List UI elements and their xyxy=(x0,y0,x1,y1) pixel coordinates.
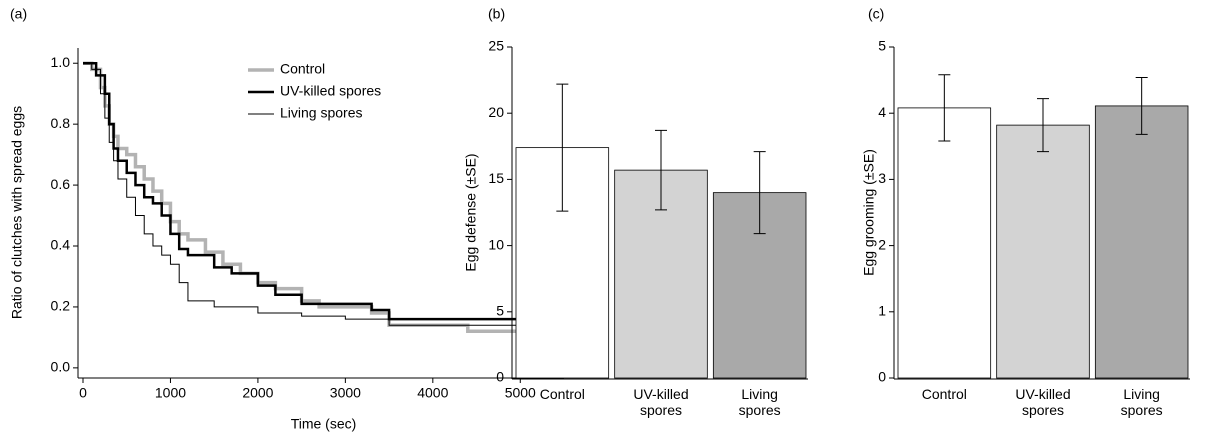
y-tick-label: 0 xyxy=(496,369,504,385)
y-tick-label: 1.0 xyxy=(51,54,71,70)
y-tick-label: 5 xyxy=(496,303,504,319)
x-tick-label: 5000 xyxy=(505,385,536,401)
legend-label: UV-killed spores xyxy=(280,83,381,99)
x-tick-label: UV-killed spores xyxy=(633,386,689,418)
y-tick-label: 10 xyxy=(488,236,504,252)
x-axis-label: Time (sec) xyxy=(291,416,357,432)
error-bar xyxy=(556,83,569,212)
survival-line xyxy=(83,62,556,326)
legend-label: Living spores xyxy=(280,105,363,121)
panel-label: (b) xyxy=(488,6,505,22)
x-tick-label: 0 xyxy=(79,385,87,401)
y-tick-label: 2 xyxy=(878,236,886,252)
y-tick-label: 0.8 xyxy=(51,115,71,131)
legend-label: Control xyxy=(280,61,325,77)
y-tick-label: 0.6 xyxy=(51,176,71,192)
x-tick-label: UV-killed spores xyxy=(1015,386,1071,418)
x-tick-label: 3000 xyxy=(330,385,361,401)
x-tick-label: Living spores xyxy=(738,386,781,418)
x-tick-label: 2000 xyxy=(242,385,273,401)
error-bar xyxy=(1037,98,1049,153)
y-axis-label: Egg grooming (±SE) xyxy=(861,149,877,276)
survival-line xyxy=(83,61,556,321)
y-axis-label: Egg defense (±SE) xyxy=(463,153,479,271)
y-tick-label: 0.2 xyxy=(51,298,71,314)
error-bar xyxy=(753,151,766,235)
error-bar xyxy=(655,129,667,211)
y-tick-label: 0.0 xyxy=(51,359,71,375)
y-tick-label: 25 xyxy=(488,38,504,54)
y-axis-label: Ratio of clutches with spread eggs xyxy=(9,106,25,319)
y-tick-label: 5 xyxy=(878,38,886,54)
x-tick-label: 1000 xyxy=(155,385,186,401)
bar xyxy=(996,124,1090,379)
y-tick-label: 0.4 xyxy=(51,237,71,253)
y-tick-label: 0 xyxy=(878,369,886,385)
x-tick-label: Living spores xyxy=(1120,386,1163,418)
x-tick-label: Control xyxy=(539,386,585,402)
x-tick-label: Control xyxy=(921,386,967,402)
y-tick-label: 4 xyxy=(878,104,886,120)
y-tick-label: 20 xyxy=(488,104,504,120)
panel-label: (c) xyxy=(868,6,884,22)
y-tick-label: 3 xyxy=(878,170,886,186)
bar xyxy=(897,107,992,379)
x-tick-label: 4000 xyxy=(417,385,448,401)
y-tick-label: 1 xyxy=(878,303,886,319)
error-bar xyxy=(938,74,951,142)
bar xyxy=(1094,105,1189,379)
panel-label: (a) xyxy=(10,6,27,22)
y-tick-label: 15 xyxy=(488,170,504,186)
error-bar xyxy=(1135,76,1148,135)
